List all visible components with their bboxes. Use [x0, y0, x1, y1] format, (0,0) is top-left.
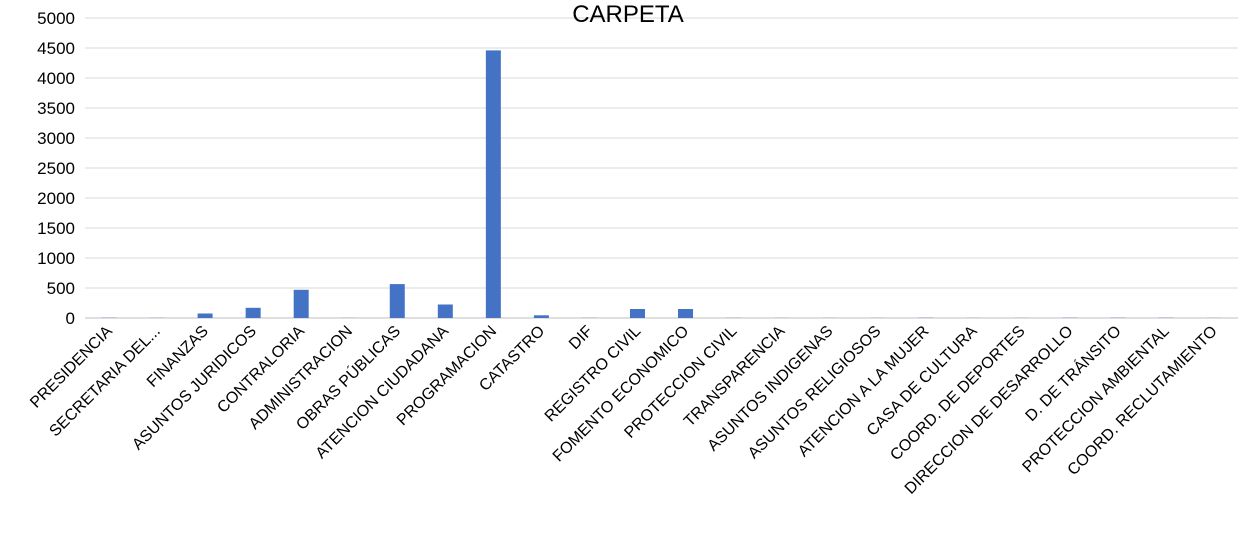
bars — [102, 50, 1222, 318]
y-tick-label: 3500 — [37, 99, 75, 118]
y-tick-label: 500 — [47, 279, 75, 298]
y-axis-tick-labels: 0 500 1000 1500 2000 2500 3000 3500 4000 4500 5000 — [37, 9, 75, 328]
bar — [630, 309, 645, 318]
y-tick-label: 4500 — [37, 39, 75, 58]
x-tick-label: PRESIDENCIA — [27, 323, 116, 412]
bar — [534, 315, 549, 318]
gridlines — [85, 18, 1238, 318]
y-tick-label: 3000 — [37, 129, 75, 148]
bar — [438, 305, 453, 319]
bar — [198, 314, 213, 319]
y-tick-label: 4000 — [37, 69, 75, 88]
x-tick-label: DIF — [566, 323, 596, 353]
bar — [246, 308, 261, 318]
y-tick-label: 5000 — [37, 9, 75, 28]
y-tick-label: 1500 — [37, 219, 75, 238]
y-tick-label: 2500 — [37, 159, 75, 178]
bar — [678, 309, 693, 318]
bar — [390, 284, 405, 318]
bar — [294, 290, 309, 318]
chart-title: CARPETA — [572, 1, 684, 28]
bar — [486, 50, 501, 318]
y-tick-label: 0 — [66, 309, 75, 328]
y-tick-label: 1000 — [37, 249, 75, 268]
y-tick-label: 2000 — [37, 189, 75, 208]
x-tick-label: CONTRALORIA — [214, 323, 308, 417]
